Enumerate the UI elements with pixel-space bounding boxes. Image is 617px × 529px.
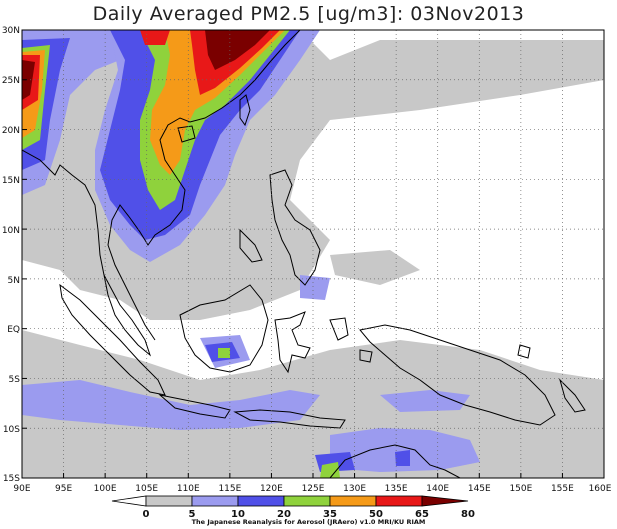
- coastlines: [22, 30, 586, 478]
- lat-label: 5N: [8, 276, 20, 286]
- lon-label: 155E: [551, 484, 574, 494]
- lon-label: 105E: [135, 484, 158, 494]
- lat-label: 30N: [2, 26, 20, 36]
- colorbar-segment-10-20: [191, 495, 239, 507]
- lat-label: EQ: [7, 325, 20, 335]
- colorbar-segment-65-80: [375, 495, 423, 507]
- colorbar-segment-50-65: [329, 495, 377, 507]
- lat-label: 10S: [3, 425, 20, 435]
- lat-label: 5S: [9, 375, 21, 385]
- colorbar-label: 50: [369, 509, 383, 520]
- colorbar-label: 80: [461, 509, 475, 520]
- lat-lon-grid: [22, 30, 604, 478]
- lon-label: 160E: [589, 484, 612, 494]
- colorbar-label: 20: [277, 509, 291, 520]
- lon-label: 95E: [55, 484, 72, 494]
- colorbar-label: 35: [323, 509, 337, 520]
- lat-label: 15S: [3, 474, 20, 484]
- lon-label: 140E: [426, 484, 449, 494]
- lon-label: 120E: [260, 484, 283, 494]
- lon-label: 90E: [13, 484, 30, 494]
- lon-label: 100E: [94, 484, 117, 494]
- colorbar-label: 10: [231, 509, 245, 520]
- concentration-field: [22, 30, 604, 478]
- lat-label: 15N: [2, 176, 20, 186]
- colorbar-label: 5: [189, 509, 196, 520]
- lat-label: 10N: [2, 226, 20, 236]
- lat-label: 20N: [2, 126, 20, 136]
- colorbar-segment-35-50: [283, 495, 331, 507]
- colorbar-segment-0-5: [111, 495, 147, 507]
- lon-label: 115E: [218, 484, 241, 494]
- lon-label: 130E: [343, 484, 366, 494]
- colorbar-label: 0: [143, 509, 150, 520]
- colorbar-segment-5-10: [145, 495, 193, 507]
- lon-label: 145E: [468, 484, 491, 494]
- lon-label: 150E: [509, 484, 532, 494]
- lon-label: 110E: [177, 484, 200, 494]
- colorbar-label: 65: [415, 509, 429, 520]
- credit-line: The Japanese Reanalysis for Aerosol (JRA…: [191, 518, 426, 526]
- colorbar-segment-20-35: [237, 495, 285, 507]
- map-title: Daily Averaged PM2.5 [ug/m3]: 03Nov2013: [92, 3, 525, 25]
- colorbar: 0 5 10 20 35 50 65 80: [111, 495, 475, 520]
- lat-label: 25N: [2, 76, 20, 86]
- pm25-above-80-regions: [22, 30, 270, 100]
- tick-marks: [21, 29, 605, 479]
- longitude-labels: 90E 95E 100E 105E 110E 115E 120E 125E 13…: [13, 484, 611, 494]
- lon-label: 125E: [302, 484, 325, 494]
- colorbar-segment-above-80: [421, 495, 469, 507]
- lon-label: 135E: [385, 484, 408, 494]
- latitude-labels: 30N 25N 20N 15N 10N 5N EQ 5S 10S 15S: [2, 26, 20, 484]
